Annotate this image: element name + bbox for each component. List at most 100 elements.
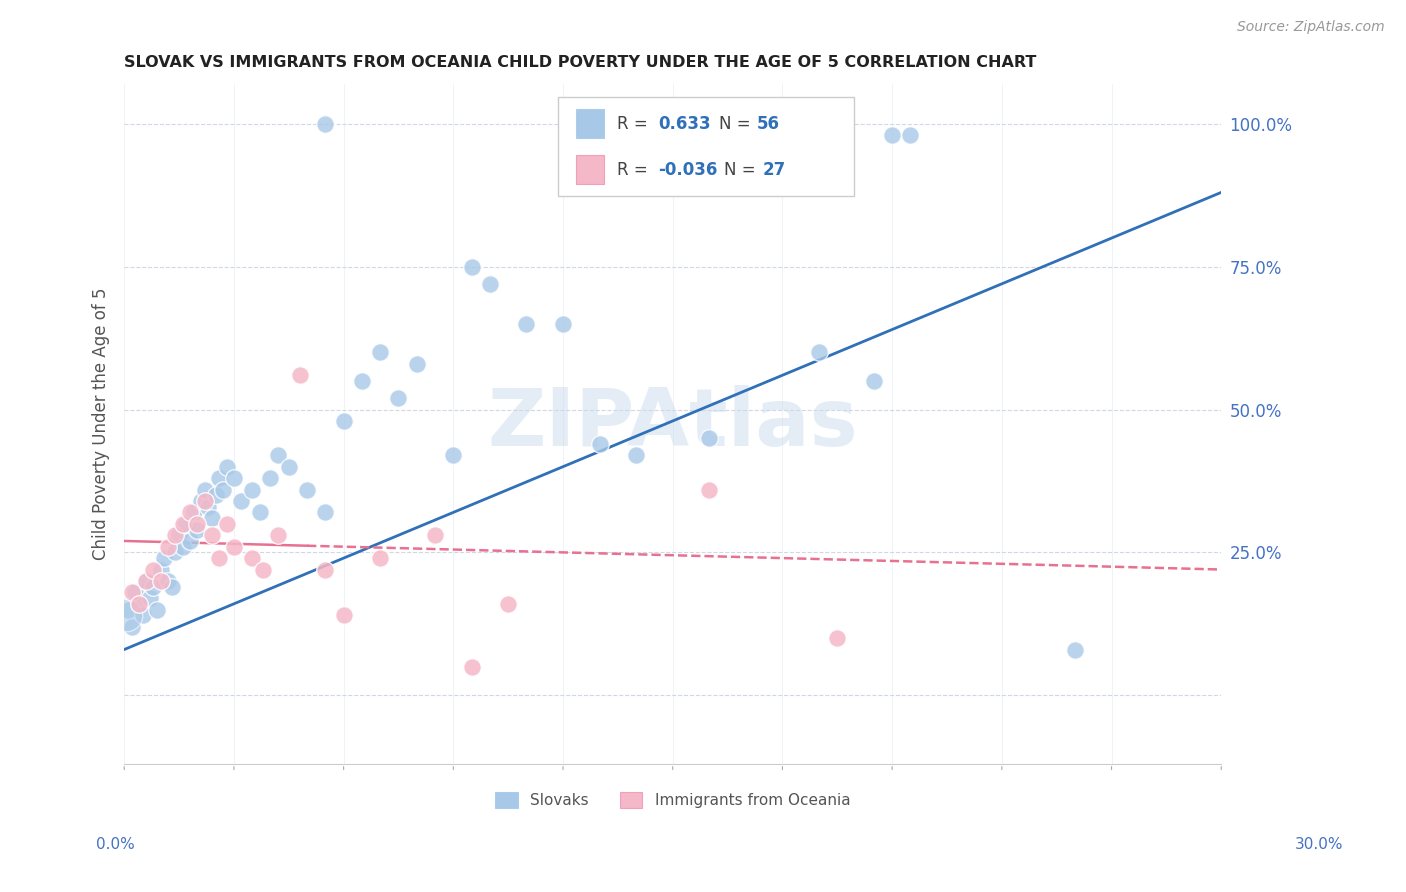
Point: [201, 511, 224, 525]
Point: [208, 551, 231, 566]
Point: [808, 345, 831, 359]
Point: [149, 562, 172, 576]
Point: [194, 483, 217, 497]
Point: [277, 459, 299, 474]
Point: [882, 128, 904, 143]
Point: [142, 562, 165, 576]
Point: [314, 562, 336, 576]
Point: [160, 580, 183, 594]
Point: [259, 471, 281, 485]
Point: [478, 277, 501, 291]
Text: N =: N =: [718, 115, 755, 133]
Point: [405, 357, 427, 371]
Point: [179, 533, 201, 548]
Point: [222, 540, 245, 554]
Point: [900, 128, 922, 143]
Point: [128, 597, 150, 611]
Point: [240, 551, 263, 566]
Text: 0.0%: 0.0%: [96, 838, 135, 852]
Text: 0.633: 0.633: [658, 115, 711, 133]
Point: [131, 608, 153, 623]
Point: [157, 574, 180, 588]
Text: ZIPAtlas: ZIPAtlas: [488, 384, 858, 463]
Point: [827, 631, 849, 645]
Point: [551, 317, 574, 331]
Point: [153, 551, 176, 566]
Point: [165, 545, 187, 559]
Text: 30.0%: 30.0%: [1295, 838, 1343, 852]
Point: [368, 551, 391, 566]
Text: R =: R =: [617, 161, 652, 178]
Point: [314, 505, 336, 519]
Text: Source: ZipAtlas.com: Source: ZipAtlas.com: [1237, 20, 1385, 34]
Point: [368, 345, 391, 359]
Point: [624, 448, 647, 462]
Point: [135, 574, 157, 588]
Point: [350, 374, 373, 388]
Text: 56: 56: [758, 115, 780, 133]
Point: [204, 488, 226, 502]
Point: [194, 494, 217, 508]
Point: [332, 608, 354, 623]
Point: [314, 117, 336, 131]
Point: [176, 516, 198, 531]
Point: [441, 448, 464, 462]
Point: [179, 505, 201, 519]
Point: [588, 437, 610, 451]
Point: [697, 431, 720, 445]
Point: [146, 602, 169, 616]
Point: [697, 483, 720, 497]
Point: [201, 528, 224, 542]
Point: [252, 562, 274, 576]
FancyBboxPatch shape: [576, 110, 603, 138]
Point: [167, 528, 190, 542]
Point: [1064, 642, 1087, 657]
Point: [212, 483, 235, 497]
Point: [172, 516, 194, 531]
Point: [267, 528, 290, 542]
Point: [222, 471, 245, 485]
Point: [496, 597, 519, 611]
Text: 27: 27: [762, 161, 786, 178]
Point: [142, 580, 165, 594]
Point: [215, 459, 238, 474]
Point: [387, 391, 409, 405]
Point: [157, 540, 180, 554]
Legend: Slovaks, Immigrants from Oceania: Slovaks, Immigrants from Oceania: [489, 786, 856, 814]
Point: [515, 317, 537, 331]
Point: [121, 620, 143, 634]
Point: [124, 585, 146, 599]
Y-axis label: Child Poverty Under the Age of 5: Child Poverty Under the Age of 5: [93, 287, 110, 560]
Point: [165, 528, 187, 542]
Point: [231, 494, 253, 508]
Text: R =: R =: [617, 115, 652, 133]
Text: -0.036: -0.036: [658, 161, 718, 178]
Point: [215, 516, 238, 531]
FancyBboxPatch shape: [558, 97, 853, 196]
Point: [183, 505, 205, 519]
Point: [128, 597, 150, 611]
Point: [139, 591, 162, 606]
Point: [863, 374, 886, 388]
Point: [197, 500, 219, 514]
Point: [249, 505, 271, 519]
Text: N =: N =: [724, 161, 761, 178]
FancyBboxPatch shape: [576, 155, 603, 184]
Point: [208, 471, 231, 485]
Point: [288, 368, 311, 383]
Point: [149, 574, 172, 588]
Text: SLOVAK VS IMMIGRANTS FROM OCEANIA CHILD POVERTY UNDER THE AGE OF 5 CORRELATION C: SLOVAK VS IMMIGRANTS FROM OCEANIA CHILD …: [124, 55, 1036, 70]
Point: [295, 483, 318, 497]
Point: [172, 540, 194, 554]
Point: [460, 659, 482, 673]
Point: [460, 260, 482, 274]
Point: [121, 585, 143, 599]
Point: [117, 602, 139, 616]
Point: [190, 494, 212, 508]
Point: [332, 414, 354, 428]
Point: [135, 574, 157, 588]
Point: [186, 523, 208, 537]
Point: [240, 483, 263, 497]
Point: [423, 528, 446, 542]
Point: [186, 516, 208, 531]
